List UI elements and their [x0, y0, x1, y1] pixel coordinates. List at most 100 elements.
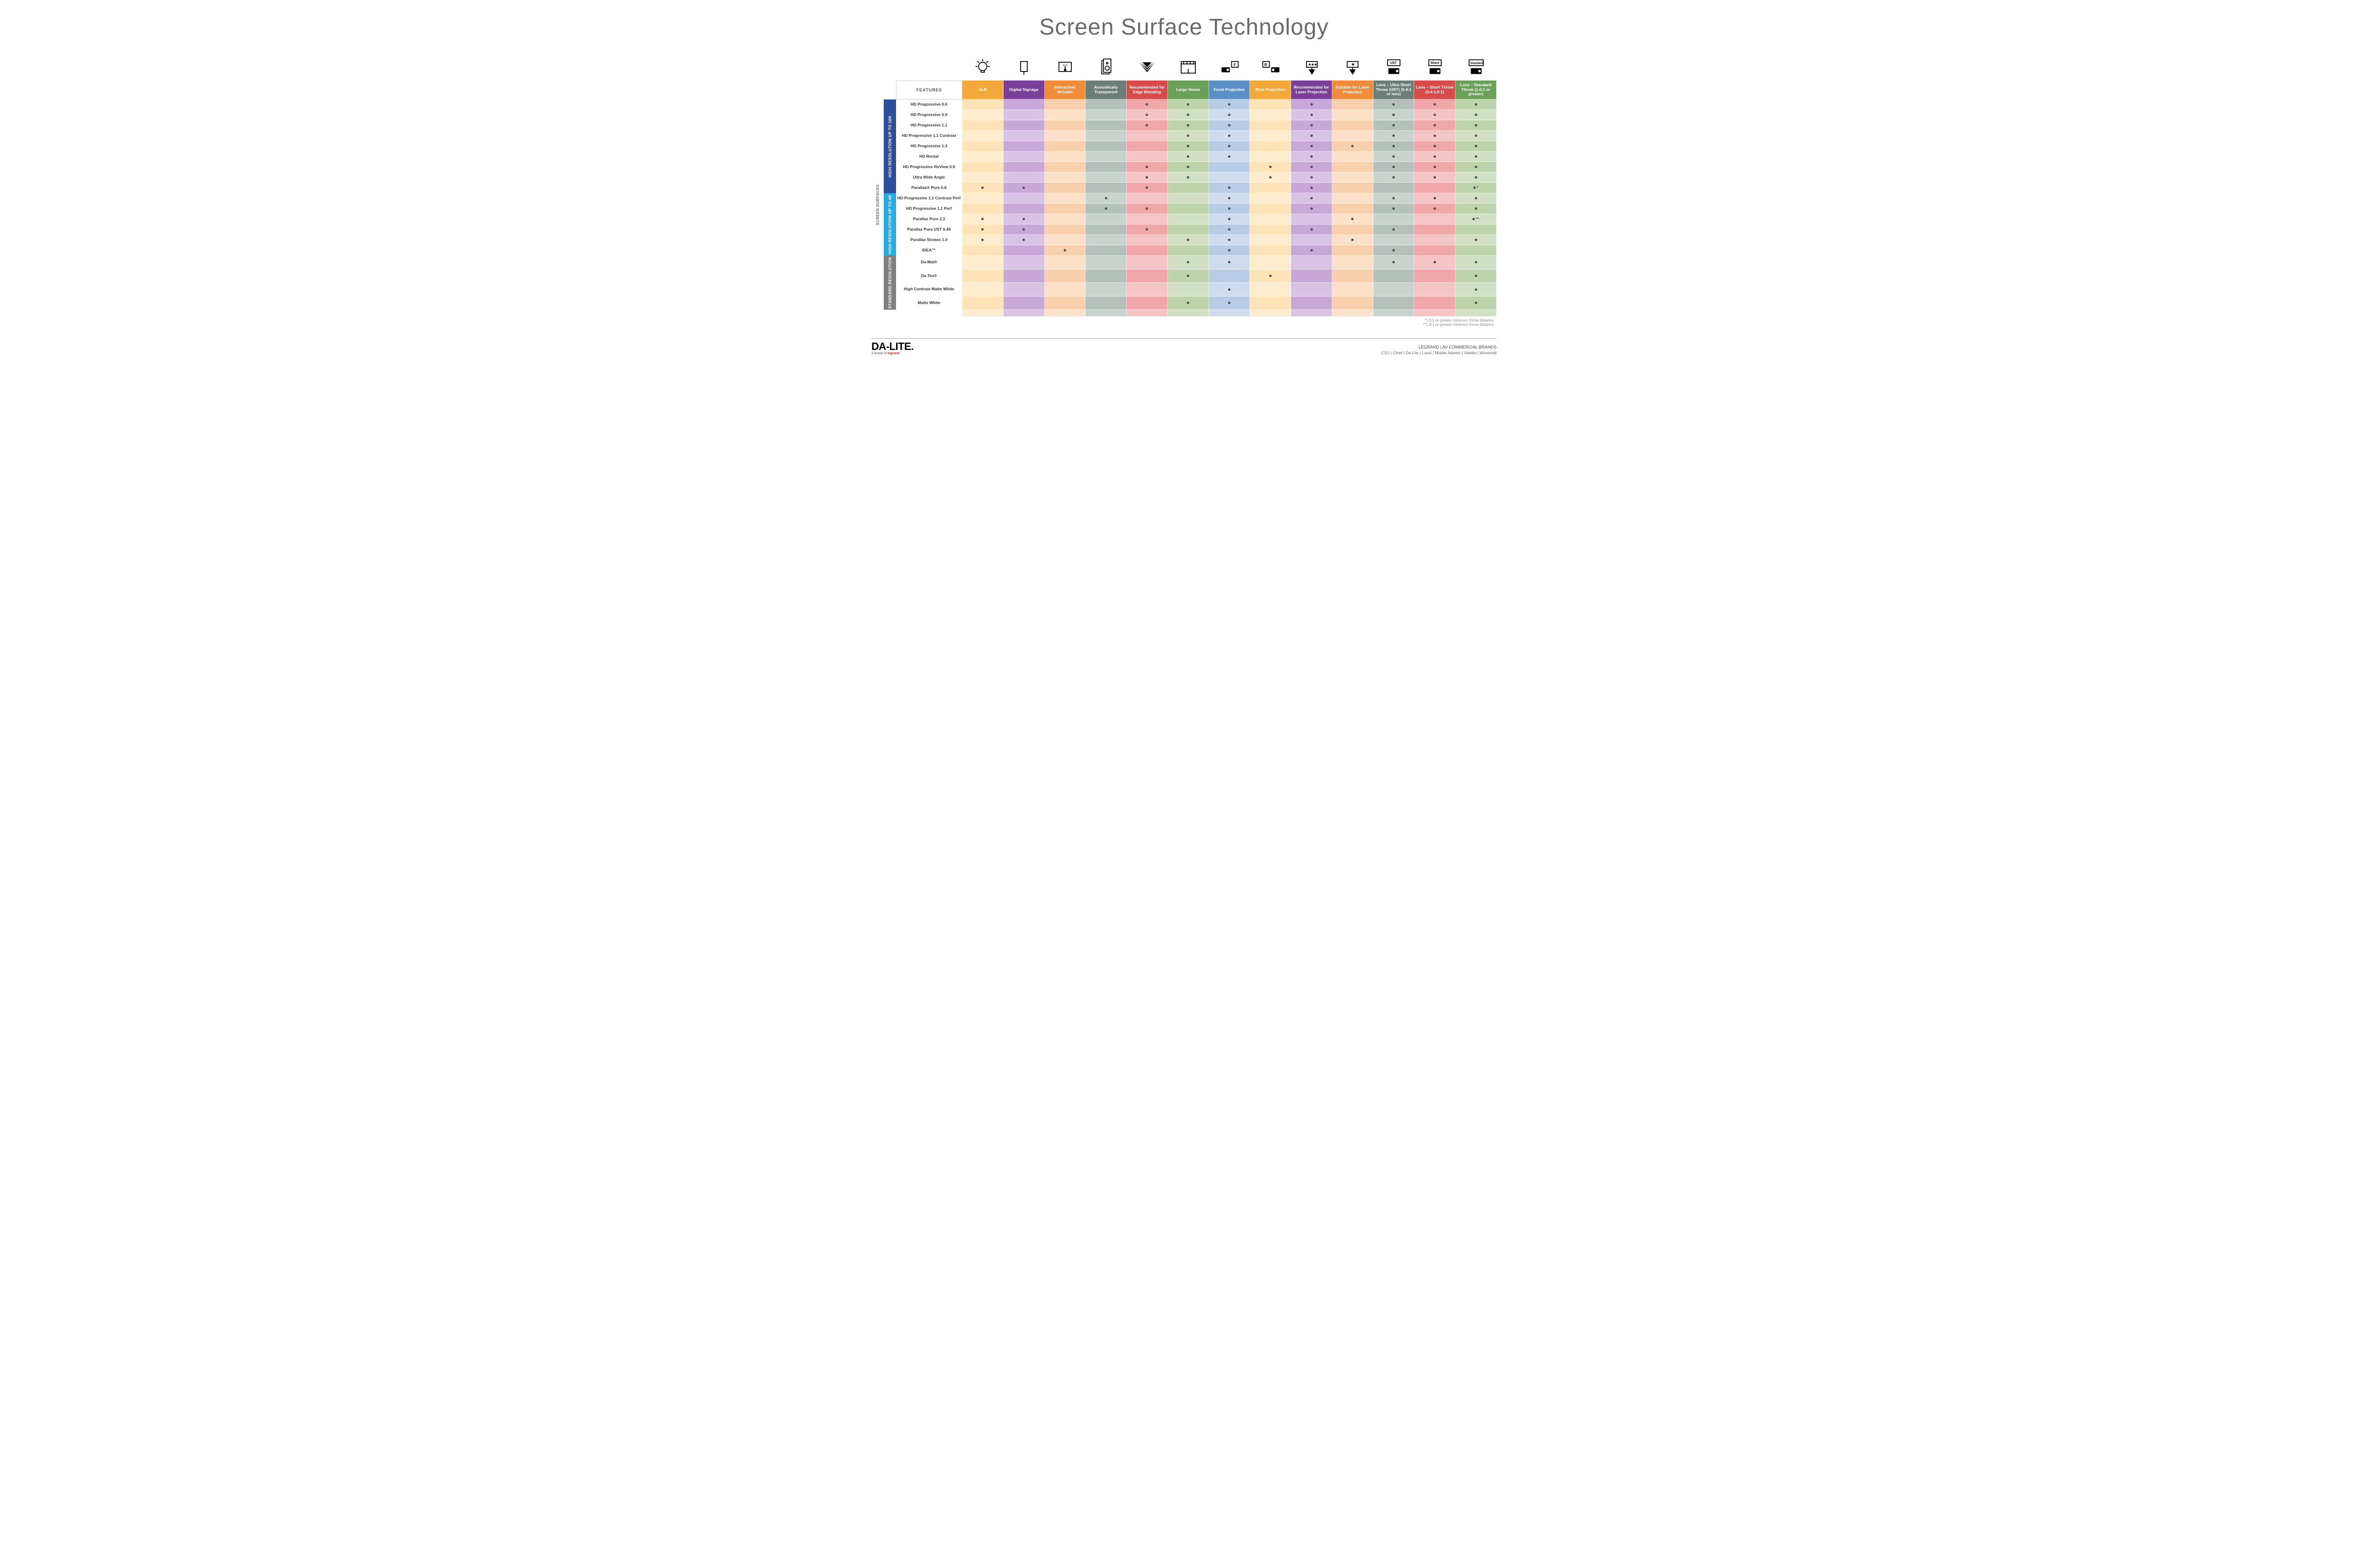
cell-venue — [1168, 120, 1209, 131]
cell-alr — [962, 110, 1004, 120]
ust-icon: UST — [1373, 54, 1415, 81]
cell-short — [1414, 296, 1455, 310]
colhead-intr: Interactive/ Writable — [1045, 81, 1086, 99]
cell-intr — [1045, 162, 1086, 172]
cell-dsig — [1004, 141, 1045, 152]
cell-alr — [962, 193, 1004, 204]
cell-dsig — [1004, 131, 1045, 141]
cell-front — [1209, 110, 1250, 120]
cell-venue — [1168, 224, 1209, 235]
spacer — [884, 54, 896, 81]
cell-rlas — [1291, 99, 1332, 110]
cell-short — [1414, 183, 1455, 193]
cell-intr — [1045, 224, 1086, 235]
blend-icon — [1127, 54, 1168, 81]
cell-front — [1209, 141, 1250, 152]
cell-acou — [1085, 235, 1127, 245]
cell-front — [1209, 172, 1250, 183]
tagline-prefix: A brand of — [871, 352, 888, 355]
cell-intr — [1045, 131, 1086, 141]
cell-venue — [1168, 256, 1209, 269]
cell-ust — [1373, 224, 1415, 235]
cell-short — [1414, 162, 1455, 172]
cell-edge — [1127, 245, 1168, 256]
cell-venue — [1168, 245, 1209, 256]
row-label: Parallax® Pure 0.8 — [896, 183, 962, 193]
tint-tail — [1209, 310, 1250, 316]
cell-front — [1209, 245, 1250, 256]
cell-slas — [1332, 99, 1373, 110]
cell-stdl — [1455, 256, 1497, 269]
cell-rear — [1250, 110, 1291, 120]
cell-rlas — [1291, 193, 1332, 204]
cell-rear — [1250, 193, 1291, 204]
cell-rlas — [1291, 183, 1332, 193]
cell-intr — [1045, 172, 1086, 183]
logo-block: DA-LITE. A brand of legrand — [871, 341, 914, 355]
cell-short — [1414, 245, 1455, 256]
row-label: IDEA™ — [896, 245, 962, 256]
cell-dsig — [1004, 224, 1045, 235]
cell-ust — [1373, 183, 1415, 193]
colhead-front: Front Projection — [1209, 81, 1250, 99]
cell-ust — [1373, 269, 1415, 283]
spacer — [871, 54, 884, 81]
cell-acou — [1085, 224, 1127, 235]
tint-tail — [1291, 310, 1332, 316]
cell-dsig — [1004, 183, 1045, 193]
cell-rear — [1250, 162, 1291, 172]
cell-acou — [1085, 131, 1127, 141]
cell-intr — [1045, 235, 1086, 245]
cell-ust — [1373, 214, 1415, 224]
colhead-short: Lens – Short Throw (0.4-1.0:1) — [1414, 81, 1455, 99]
cell-intr — [1045, 214, 1086, 224]
tint-tail — [1414, 310, 1455, 316]
colhead-rlas: Recommended for Laser Projection — [1291, 81, 1332, 99]
cell-rlas — [1291, 120, 1332, 131]
cell-rlas — [1291, 245, 1332, 256]
cell-edge — [1127, 193, 1168, 204]
cell-edge — [1127, 120, 1168, 131]
cell-rear — [1250, 141, 1291, 152]
row-label: HD Rental — [896, 152, 962, 162]
side-group-std: STANDARD RESOLUTION — [884, 256, 896, 310]
cell-intr — [1045, 141, 1086, 152]
speaker-icon — [1085, 54, 1127, 81]
cell-stdl — [1455, 162, 1497, 172]
cell-slas — [1332, 256, 1373, 269]
cell-venue — [1168, 235, 1209, 245]
tint-tail — [1045, 310, 1086, 316]
cell-acou — [1085, 162, 1127, 172]
cell-acou — [1085, 120, 1127, 131]
cell-acou — [1085, 141, 1127, 152]
cell-acou — [1085, 152, 1127, 162]
cell-edge — [1127, 99, 1168, 110]
footnotes: *1.5:1 or greater minimum throw distance… — [962, 316, 1497, 329]
row-label: Matte White — [896, 296, 962, 310]
spacer — [871, 310, 962, 316]
cell-dsig — [1004, 204, 1045, 214]
tint-tail — [1085, 310, 1127, 316]
cell-alr — [962, 172, 1004, 183]
cell-venue — [1168, 172, 1209, 183]
features-header: FEATURES — [896, 81, 962, 99]
cell-acou — [1085, 283, 1127, 296]
cell-dsig — [1004, 245, 1045, 256]
cell-front — [1209, 99, 1250, 110]
cell-rear — [1250, 204, 1291, 214]
cell-alr — [962, 99, 1004, 110]
row-label: HD Progressive 0.6 — [896, 99, 962, 110]
cell-stdl — [1455, 296, 1497, 310]
venue-icon — [1168, 54, 1209, 81]
cell-slas — [1332, 214, 1373, 224]
cell-edge — [1127, 224, 1168, 235]
cell-stdl — [1455, 269, 1497, 283]
cell-stdl — [1455, 99, 1497, 110]
cell-intr — [1045, 204, 1086, 214]
cell-alr — [962, 235, 1004, 245]
cell-rear — [1250, 224, 1291, 235]
cell-rear — [1250, 256, 1291, 269]
cell-intr — [1045, 193, 1086, 204]
cell-short — [1414, 172, 1455, 183]
cell-edge — [1127, 183, 1168, 193]
